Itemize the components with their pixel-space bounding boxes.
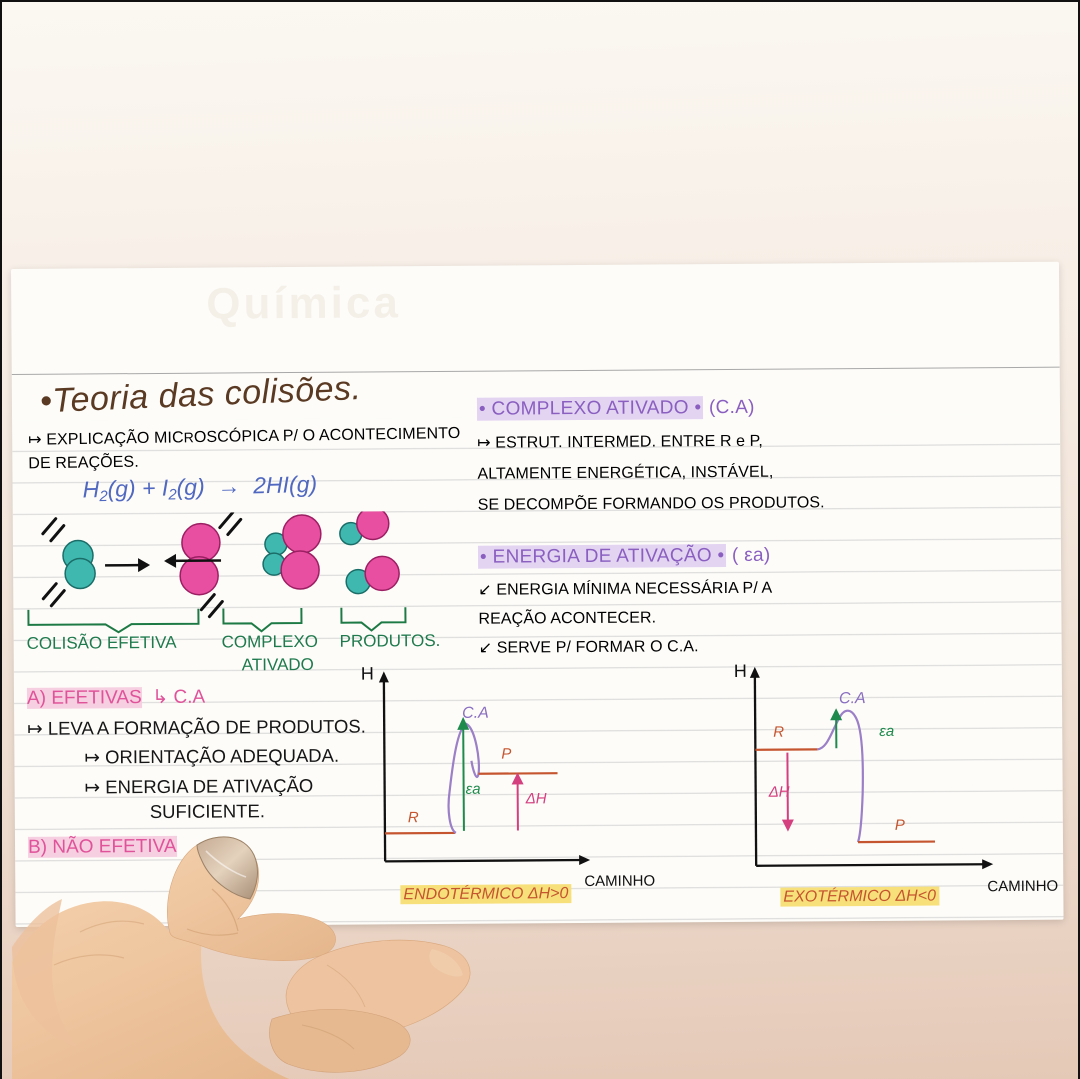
svg-text:CAMINHO: CAMINHO — [987, 878, 1058, 895]
svg-text:P: P — [501, 746, 511, 763]
svg-text:H: H — [734, 661, 747, 681]
svg-text:C.A: C.A — [462, 705, 489, 722]
svg-text:εa: εa — [879, 723, 894, 740]
svg-text:R: R — [773, 724, 784, 741]
svg-text:εa: εa — [466, 781, 481, 798]
svg-text:H: H — [361, 663, 374, 683]
svg-text:C.A: C.A — [839, 690, 866, 707]
svg-text:ΔH: ΔH — [768, 784, 790, 801]
svg-text:P: P — [895, 817, 905, 834]
svg-text:ΔH: ΔH — [525, 790, 547, 807]
